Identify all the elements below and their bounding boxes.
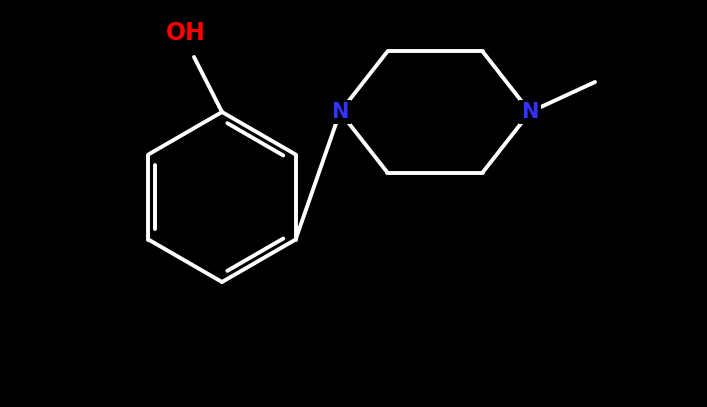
Text: N: N [332, 102, 349, 122]
Text: N: N [521, 102, 539, 122]
Text: OH: OH [166, 21, 206, 45]
